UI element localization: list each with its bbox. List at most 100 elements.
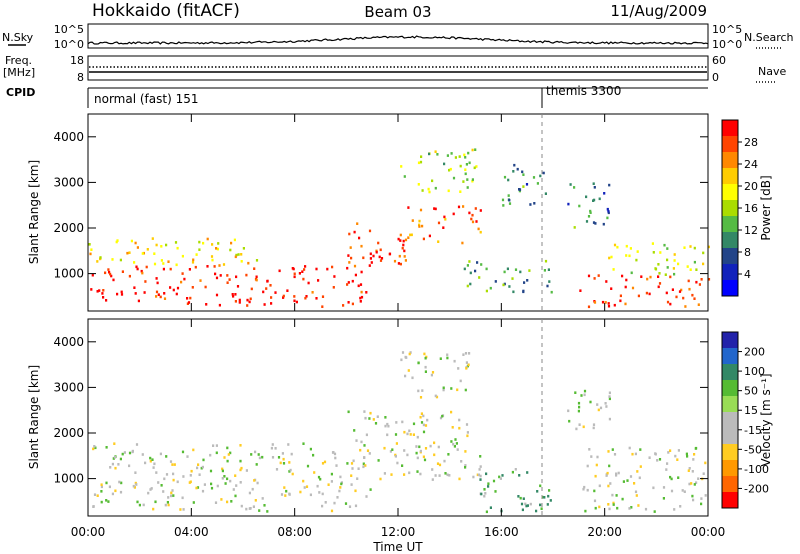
power-cell [302, 277, 305, 281]
power-cell [358, 236, 361, 240]
velocity-cell [421, 389, 424, 392]
velocity-cell [630, 506, 633, 509]
velocity-cell [336, 496, 339, 499]
power-cell [293, 275, 296, 279]
power-cell [477, 227, 480, 231]
velocity-cell [466, 434, 469, 438]
velocity-cell [214, 501, 218, 504]
velocity-cell [406, 432, 409, 436]
velocity-cell [494, 490, 497, 493]
power-cell [155, 277, 158, 280]
velocity-cell [210, 486, 214, 490]
velocity-cell [165, 473, 169, 476]
velocity-cell [170, 494, 173, 498]
velocity-cell [700, 502, 703, 506]
power-cell [155, 290, 159, 294]
velocity-cell [464, 388, 467, 392]
velocity-cell [100, 485, 103, 489]
power-cell [399, 233, 402, 237]
velocity-cell [332, 451, 335, 454]
velocity-cell [257, 453, 260, 456]
velocity-cell [226, 500, 229, 504]
power-cell [218, 264, 221, 267]
velocity-cell [198, 473, 201, 476]
power-cell [181, 272, 184, 275]
power-cell [359, 300, 362, 303]
velocity-cell [255, 463, 258, 466]
power-cell [669, 302, 672, 306]
velocity-cell [622, 480, 625, 483]
power-cell [640, 275, 643, 278]
colorbar-label: -15 [744, 424, 762, 437]
power-cell [693, 260, 696, 264]
velocity-cell [435, 395, 439, 399]
velocity-cell [574, 391, 577, 394]
power-cell [466, 284, 469, 288]
power-cell [180, 280, 183, 284]
velocity-cell [113, 456, 117, 459]
velocity-cell [232, 488, 235, 491]
power-cell [666, 300, 670, 304]
power-cell [107, 268, 110, 271]
power-cell [278, 269, 281, 273]
power-cell [672, 267, 675, 270]
velocity-cell [250, 453, 253, 456]
velocity-cell [312, 453, 315, 457]
velocity-cell [547, 494, 550, 498]
velocity-cell [446, 353, 449, 357]
power-cell [163, 297, 167, 300]
velocity-cell [169, 460, 173, 463]
power-cell [474, 207, 477, 210]
y-tick-label: 3000 [53, 175, 84, 189]
power-cell [89, 252, 92, 256]
velocity-cell [447, 453, 450, 456]
velocity-cell [598, 484, 601, 488]
velocity-cell [221, 467, 224, 471]
velocity-cell [291, 472, 294, 476]
velocity-cell [254, 499, 257, 502]
power-cell [215, 293, 219, 297]
velocity-cell [109, 466, 112, 469]
power-cell [434, 186, 437, 190]
velocity-cell [455, 442, 458, 445]
power-cell [235, 253, 238, 257]
power-cell [543, 269, 546, 272]
power-cell [250, 287, 253, 291]
power-cell [598, 197, 601, 201]
power-cell [141, 252, 144, 255]
power-cell [578, 204, 581, 208]
velocity-cell [501, 474, 504, 477]
velocity-cell [171, 489, 174, 492]
power-cell [397, 262, 400, 265]
velocity-cell [394, 455, 397, 458]
power-cell [447, 189, 450, 193]
power-cell [417, 183, 420, 186]
power-cell [508, 285, 511, 288]
power-cell [187, 301, 191, 304]
velocity-cell [704, 494, 707, 497]
colorbar-label: 15 [744, 404, 758, 417]
velocity-cell [197, 463, 200, 466]
colorbar-label: 8 [744, 246, 751, 259]
velocity-cell [588, 448, 591, 451]
cpid-segment-themis: themis 3300 [546, 84, 621, 98]
velocity-cell [121, 452, 124, 456]
velocity-cell [389, 450, 392, 453]
power-cell [169, 267, 172, 271]
velocity-cell [583, 389, 587, 393]
velocity-cell [144, 461, 147, 465]
velocity-cell [446, 356, 449, 360]
power-cell [315, 297, 318, 300]
velocity-cell [669, 475, 672, 479]
velocity-cell [412, 433, 415, 436]
velocity-cell [135, 483, 138, 486]
velocity-cell [202, 458, 205, 462]
colorbar-cell [722, 460, 738, 477]
velocity-cell [159, 452, 162, 456]
velocity-cell [316, 484, 319, 488]
power-cell [234, 300, 237, 303]
power-cell [332, 286, 335, 289]
velocity-cell [364, 416, 367, 420]
power-cell [624, 285, 627, 289]
velocity-cell [674, 454, 677, 458]
